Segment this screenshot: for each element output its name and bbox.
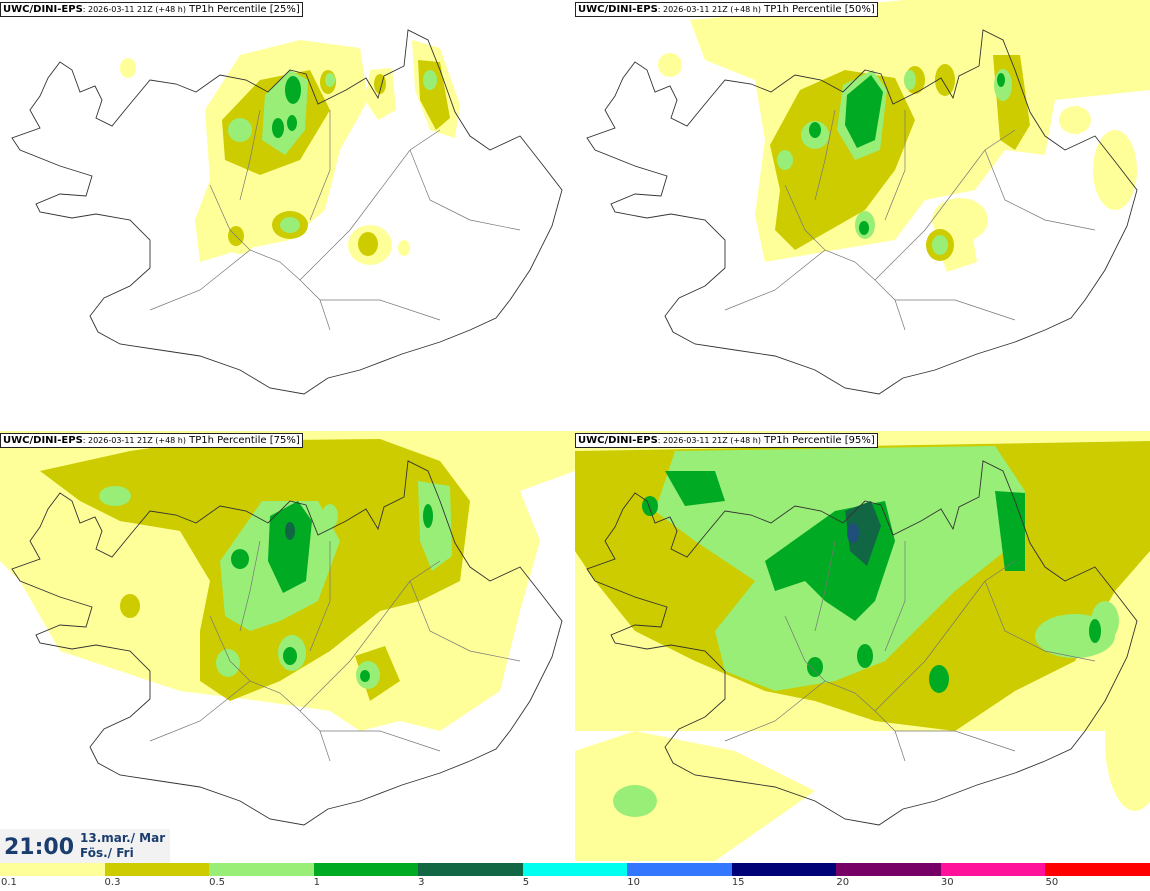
valid-time-date-line2: Fös./ Fri [80, 846, 134, 860]
panel-title: UWC/DINI-EPS: 2026-03-11 21Z (+48 h) TP1… [575, 433, 878, 448]
map-panel-p50: UWC/DINI-EPS: 2026-03-11 21Z (+48 h) TP1… [575, 0, 1150, 430]
precip-colorbar [0, 863, 1150, 876]
valid-time-date-line1: 13.mar./ Mar [80, 831, 166, 845]
colorbar-tick-label: 50 [1045, 877, 1059, 888]
colorbar-tick-label: 20 [836, 877, 850, 888]
panel-title: UWC/DINI-EPS: 2026-03-11 21Z (+48 h) TP1… [0, 433, 303, 448]
run-info: : 2026-03-11 21Z (+48 h) [82, 5, 186, 14]
precip-field [0, 431, 575, 731]
model-name: UWC/DINI-EPS [3, 435, 83, 446]
run-info: : 2026-03-11 21Z (+48 h) [657, 436, 761, 445]
colorbar-tick-label: 0.5 [209, 877, 225, 888]
colorbar-tick-label: 0.1 [1, 877, 17, 888]
map-panel-p25: UWC/DINI-EPS: 2026-03-11 21Z (+48 h) TP1… [0, 0, 575, 430]
colorbar-segment [836, 863, 942, 876]
precip-map-p95 [575, 431, 1150, 861]
valid-time-date: 13.mar./ Mar Fös./ Fri [80, 831, 165, 861]
panel-title: UWC/DINI-EPS: 2026-03-11 21Z (+48 h) TP1… [0, 2, 303, 17]
colorbar-tick-label: 15 [731, 877, 745, 888]
valid-time-hour: 21:00 [4, 835, 75, 860]
product-name: TP1h Percentile [75%] [185, 435, 300, 446]
product-name: TP1h Percentile [95%] [760, 435, 875, 446]
product-name: TP1h Percentile [25%] [185, 4, 300, 15]
colorbar-segment [940, 863, 1046, 876]
colorbar-segment [209, 863, 315, 876]
precip-map-p50 [586, 0, 1150, 395]
colorbar-segment [627, 863, 733, 876]
precip-map-p25 [11, 29, 563, 395]
precip-field [575, 431, 1150, 861]
run-info: : 2026-03-11 21Z (+48 h) [657, 5, 761, 14]
map-panel-p95: UWC/DINI-EPS: 2026-03-11 21Z (+48 h) TP1… [575, 431, 1150, 861]
panel-title: UWC/DINI-EPS: 2026-03-11 21Z (+48 h) TP1… [575, 2, 878, 17]
product-name: TP1h Percentile [50%] [760, 4, 875, 15]
precip-field [120, 40, 460, 265]
colorbar-tick-label: 30 [940, 877, 954, 888]
map-panel-p75: UWC/DINI-EPS: 2026-03-11 21Z (+48 h) TP1… [0, 431, 575, 861]
valid-time-box: 21:00 13.mar./ Mar Fös./ Fri [0, 829, 170, 863]
precip-map-p75 [0, 431, 575, 826]
colorbar-segment [0, 863, 106, 876]
model-name: UWC/DINI-EPS [578, 435, 658, 446]
colorbar-segment [418, 863, 524, 876]
run-info: : 2026-03-11 21Z (+48 h) [82, 436, 186, 445]
colorbar-tick-label: 1 [313, 877, 320, 888]
model-name: UWC/DINI-EPS [578, 4, 658, 15]
precip-field [658, 0, 1150, 272]
colorbar-segment [522, 863, 628, 876]
colorbar-tick-label: 10 [627, 877, 640, 888]
colorbar-tick-label: 3 [418, 877, 425, 888]
colorbar-segment [313, 863, 419, 876]
colorbar-tick-label: 5 [522, 877, 530, 888]
colorbar-tick-label: 0.3 [104, 877, 121, 888]
colorbar-segment [104, 863, 210, 876]
colorbar-segment [731, 863, 837, 876]
model-name: UWC/DINI-EPS [3, 4, 83, 15]
colorbar-segment [1045, 863, 1150, 876]
